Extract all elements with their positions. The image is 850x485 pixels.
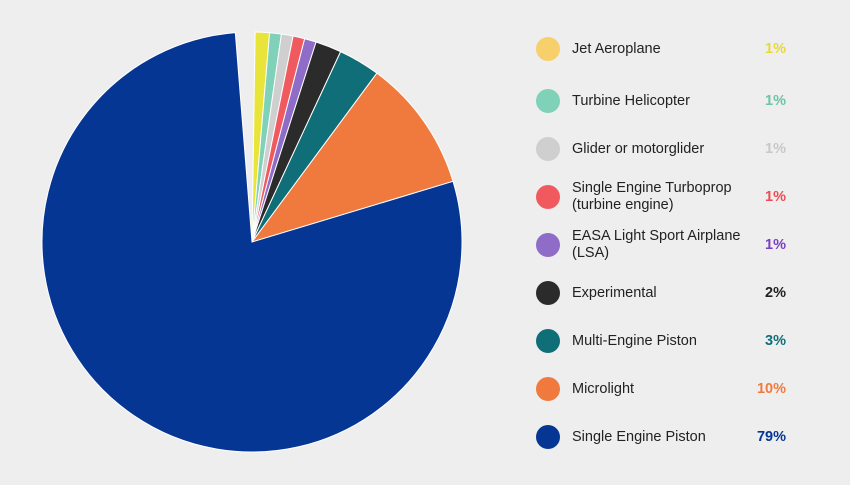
- legend-swatch: [536, 329, 560, 353]
- legend-item-single-engine-turboprop-turbine-engine: Single Engine Turboprop (turbine engine)…: [536, 174, 786, 220]
- legend-percentage: 1%: [765, 237, 786, 253]
- legend-label: Microlight: [572, 380, 635, 397]
- legend-label: Glider or motorglider: [572, 140, 705, 157]
- legend-swatch: [536, 233, 560, 257]
- legend-swatch: [536, 377, 560, 401]
- legend-percentage: 1%: [765, 189, 786, 205]
- legend-swatch: [536, 281, 560, 305]
- legend-label: Jet Aeroplane: [572, 40, 661, 57]
- legend-percentage: 10%: [756, 381, 786, 397]
- legend-label: Turbine Helicopter: [572, 92, 690, 109]
- legend-swatch: [536, 185, 560, 209]
- legend-item-multi-engine-piston: Multi-Engine Piston 3%: [536, 318, 786, 364]
- legend-swatch: [536, 89, 560, 113]
- legend-label: Multi-Engine Piston: [572, 332, 697, 349]
- legend-percentage: 1%: [765, 141, 786, 157]
- pie-slice-single-engine-piston: [41, 32, 463, 453]
- legend-item-microlight: Microlight 10%: [536, 366, 786, 412]
- legend-swatch: [536, 37, 560, 61]
- legend-item-single-engine-piston: Single Engine Piston 79%: [536, 414, 786, 460]
- legend-item-easa-light-sport-airplane-lsa: EASA Light Sport Airplane (LSA) 1%: [536, 222, 786, 268]
- legend-item-jet-aeroplane: Jet Aeroplane 1%: [536, 26, 786, 72]
- legend-percentage: 79%: [756, 429, 786, 445]
- legend-percentage: 1%: [765, 93, 786, 109]
- legend-item-glider-or-motorglider: Glider or motorglider 1%: [536, 126, 786, 172]
- legend-item-turbine-helicopter: Turbine Helicopter 1%: [536, 78, 786, 124]
- legend-item-experimental: Experimental 2%: [536, 270, 786, 316]
- legend-percentage: 1%: [765, 41, 786, 57]
- legend-label: EASA Light Sport Airplane (LSA): [572, 228, 741, 261]
- pie-slice-microlight: [250, 72, 454, 243]
- legend-percentage: 3%: [765, 333, 786, 349]
- legend-label: Single Engine Turboprop (turbine engine): [572, 180, 732, 213]
- legend-swatch: [536, 425, 560, 449]
- legend-percentage: 2%: [765, 285, 786, 301]
- pie-chart: [41, 31, 463, 453]
- legend-swatch: [536, 137, 560, 161]
- legend-label: Single Engine Piston: [572, 428, 706, 445]
- legend-label: Experimental: [572, 284, 657, 301]
